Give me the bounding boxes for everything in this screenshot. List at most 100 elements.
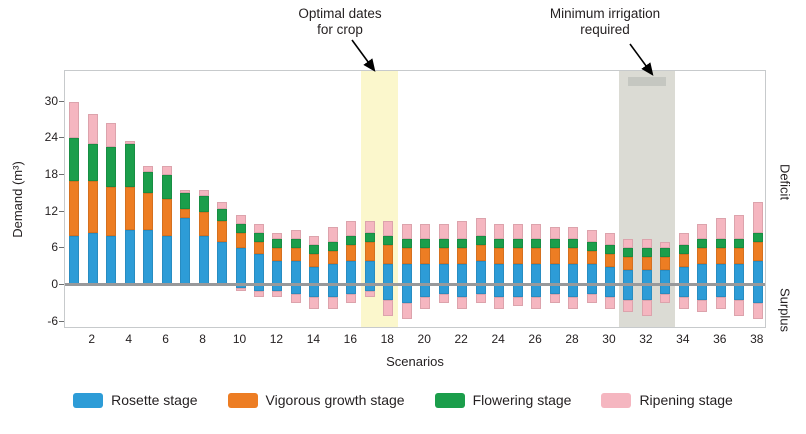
bar-segment — [752, 202, 763, 233]
legend-label: Rosette stage — [111, 392, 198, 408]
bar-segment — [641, 248, 652, 258]
bar-segment — [752, 242, 763, 261]
y-tick-label: 24 — [44, 130, 58, 145]
bar-segment — [457, 239, 468, 249]
y-tick-mark — [59, 173, 64, 175]
bar-segment — [143, 229, 154, 285]
bar-segment — [512, 239, 523, 249]
bar-segment — [235, 214, 246, 224]
ripening-swatch-icon — [601, 392, 632, 408]
x-tick-label: 6 — [162, 332, 169, 346]
bar-segment — [309, 236, 320, 246]
bar-segment — [290, 260, 301, 285]
y-tick-mark — [59, 320, 64, 322]
bar-segment — [346, 245, 357, 261]
bar-segment — [660, 248, 671, 258]
bar-segment — [660, 284, 671, 295]
bar-segment — [180, 217, 191, 285]
bar-segment — [604, 233, 615, 246]
bar-segment — [549, 263, 560, 285]
x-tick-label: 14 — [306, 332, 321, 346]
bar-segment — [586, 294, 597, 304]
x-tick-label: 4 — [125, 332, 132, 346]
bar-segment — [217, 242, 228, 285]
bar-segment — [531, 239, 542, 249]
bar-segment — [143, 165, 154, 172]
bar-segment — [715, 248, 726, 264]
bar-segment — [512, 223, 523, 240]
y-tick-label: 6 — [51, 240, 58, 255]
bar-segment — [235, 223, 246, 233]
bar-segment — [494, 248, 505, 264]
bar-segment — [641, 239, 652, 249]
bar-segment — [438, 294, 449, 304]
bar-segment — [364, 233, 375, 243]
bar-segment — [697, 223, 708, 240]
bar-segment — [401, 263, 412, 285]
bar-segment — [180, 208, 191, 218]
bar-segment — [475, 236, 486, 246]
bar-segment — [475, 294, 486, 304]
x-tick-label: 28 — [565, 332, 579, 346]
bar-segment — [401, 248, 412, 264]
bar-segment — [586, 263, 597, 285]
bar-segment — [253, 254, 264, 285]
bar-segment — [512, 297, 523, 307]
bar-segment — [69, 181, 80, 237]
bar-segment — [69, 101, 80, 139]
bar-segment — [531, 223, 542, 240]
flowering-swatch-icon — [434, 392, 465, 408]
bar-segment — [697, 263, 708, 285]
bar-segment — [87, 113, 98, 145]
bar-segment — [457, 297, 468, 310]
bar-segment — [475, 217, 486, 237]
bar-segment — [124, 144, 135, 188]
x-tick-label: 24 — [491, 332, 505, 346]
bar-segment — [87, 144, 98, 182]
y-tick-mark — [59, 210, 64, 212]
bar-segment — [438, 239, 449, 249]
bar-segment — [383, 263, 394, 285]
bar-segment — [641, 269, 652, 285]
bar-segment — [253, 242, 264, 255]
bar-segment — [531, 284, 542, 298]
bar-segment — [290, 294, 301, 304]
surplus-label: Surplus — [777, 287, 793, 333]
bar-segment — [401, 239, 412, 249]
bar-segment — [383, 236, 394, 246]
bar-segment — [734, 300, 745, 316]
bar-segment — [420, 284, 431, 298]
bar-segment — [494, 263, 505, 285]
bar-segment — [420, 297, 431, 310]
bar-segment — [253, 233, 264, 243]
bar-segment — [272, 284, 283, 292]
bar-segment — [272, 248, 283, 261]
bar-segment — [494, 284, 505, 298]
x-tick-label: 30 — [602, 332, 616, 346]
bar-segment — [309, 297, 320, 310]
bar-segment — [327, 242, 338, 252]
bar-segment — [623, 284, 634, 301]
bar-segment — [438, 263, 449, 285]
bar-segment — [512, 284, 523, 298]
annotation-line: required — [580, 22, 630, 37]
bar-segment — [734, 214, 745, 240]
bar-segment — [272, 233, 283, 240]
bar-segment — [253, 284, 264, 292]
band-cap — [627, 77, 667, 86]
bar-segment — [383, 245, 394, 264]
bar-segment — [272, 260, 283, 285]
bar-segment — [568, 226, 579, 240]
bar-segment — [494, 297, 505, 310]
bar-segment — [420, 239, 431, 249]
bar-segment — [512, 263, 523, 285]
bar-segment — [198, 211, 209, 237]
x-axis-title: Scenarios — [386, 354, 444, 369]
y-tick-label: 30 — [44, 93, 58, 108]
bar-segment — [161, 165, 172, 175]
annotation-optimal-dates: Optimal dates for crop — [255, 6, 425, 38]
x-tick-label: 36 — [713, 332, 727, 346]
bar-segment — [623, 269, 634, 285]
bar-segment — [438, 284, 449, 295]
bar-segment — [180, 190, 191, 194]
